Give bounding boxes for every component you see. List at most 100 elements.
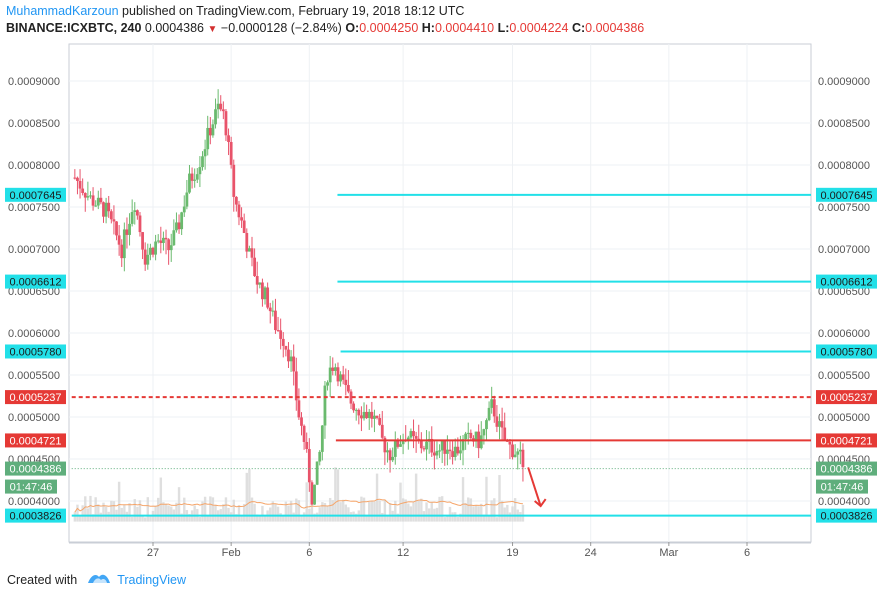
volume-bar <box>394 500 397 522</box>
candle-body <box>274 310 277 331</box>
volume-bar <box>302 512 306 522</box>
close-value: 0.0004386 <box>585 21 645 35</box>
candle-body <box>490 399 494 408</box>
volume-bar <box>519 512 522 522</box>
y-tick-label-left: 0.0007000 <box>8 244 60 256</box>
price-badge-left <box>5 274 66 289</box>
volume-bar <box>459 513 462 522</box>
volume-bar <box>503 507 506 522</box>
y-tick-label-right: 0.0009000 <box>818 76 870 88</box>
candle-body <box>151 247 155 255</box>
price-badge-right-text: 0.0005237 <box>821 392 873 404</box>
candle-body <box>177 222 181 230</box>
volume-bar <box>125 511 129 522</box>
y-tick-label-left: 0.0006000 <box>8 328 60 340</box>
projection-arrow-head[interactable] <box>534 498 547 508</box>
high-label: H: <box>421 21 435 35</box>
candle-body <box>255 276 259 285</box>
volume-bar <box>360 496 363 522</box>
candle-body <box>307 449 311 483</box>
volume-bar <box>141 515 144 522</box>
projection-arrow-shaft[interactable] <box>527 467 542 507</box>
candle-body <box>360 415 363 419</box>
candle-body <box>469 432 473 439</box>
volume-bar <box>248 469 251 522</box>
candle-body <box>300 417 303 426</box>
y-tick-label-left: 0.0004000 <box>8 496 60 508</box>
candle-body <box>459 450 462 454</box>
volume-bar <box>261 505 264 522</box>
volume-bar <box>97 504 100 522</box>
volume-bar <box>362 497 366 522</box>
candle-body <box>219 103 223 110</box>
volume-bar <box>130 516 134 522</box>
candle-body <box>211 124 215 136</box>
volume-bar <box>232 499 235 522</box>
volume-bar <box>315 512 319 522</box>
candle-body <box>175 222 178 231</box>
volume-bar <box>167 505 170 522</box>
candle-body <box>318 451 322 462</box>
y-tick-label-left: 0.0008500 <box>8 118 60 130</box>
candle-body <box>245 232 249 252</box>
candle-body <box>261 282 264 300</box>
volume-bar <box>170 506 173 522</box>
candle-body <box>104 202 108 217</box>
candle-body <box>117 235 121 245</box>
candle-body <box>328 367 332 383</box>
volume-bar <box>112 501 116 522</box>
x-tick-label: 12 <box>397 547 409 559</box>
candle-body <box>195 174 199 180</box>
price-badge-left <box>5 390 66 405</box>
volume-bar <box>154 505 157 522</box>
candle-body <box>412 431 415 437</box>
candle-body <box>247 248 251 252</box>
volume-bar <box>310 501 314 522</box>
volume-bar <box>258 514 262 522</box>
volume-bar <box>269 507 272 522</box>
volume-bar <box>271 501 275 522</box>
symbol-info: BINANCE:ICXBTC, 240 0.0004386 ▼ −0.00001… <box>6 21 644 35</box>
volume-bar <box>375 473 379 522</box>
volume-bar <box>183 497 186 522</box>
volume-bar <box>318 507 321 522</box>
candle-body <box>409 431 413 438</box>
candle-body <box>206 127 210 150</box>
volume-bar <box>399 482 402 522</box>
volume-bar <box>373 501 376 522</box>
candle-body <box>336 367 340 382</box>
candle-body <box>250 248 254 258</box>
x-tick-label: 6 <box>306 547 312 559</box>
candle-body <box>367 411 371 419</box>
volume-bar <box>477 506 480 522</box>
volume-bar <box>287 505 290 522</box>
candle-body <box>435 450 439 456</box>
candle-body <box>315 461 319 485</box>
volume-bar <box>500 500 504 522</box>
author-link[interactable]: MuhammadKarzoun <box>6 4 119 18</box>
volume-bar <box>76 504 79 522</box>
price-badge-left-text: 0.0005237 <box>10 392 62 404</box>
candle-body <box>466 432 470 434</box>
volume-bar <box>412 502 415 522</box>
candle-body <box>401 439 405 445</box>
volume-bar <box>414 473 418 522</box>
volume-bar <box>508 512 512 522</box>
price-badge-left <box>5 344 66 359</box>
candle-body <box>107 202 111 212</box>
candle-body <box>399 444 402 447</box>
candle-body <box>513 454 517 458</box>
candle-body <box>109 211 113 220</box>
volume-bar <box>222 504 225 522</box>
candle-body <box>474 431 478 442</box>
candle-body <box>333 367 337 371</box>
tradingview-logo-icon[interactable] <box>87 571 111 588</box>
candle-body <box>188 173 191 193</box>
candle-body <box>198 167 202 175</box>
volume-bar <box>175 502 178 522</box>
price-badge-left-text: 0.0003826 <box>10 511 62 523</box>
candle-body <box>419 440 423 449</box>
tradingview-link[interactable]: TradingView <box>117 572 186 587</box>
price-badge-left-text: 0.0004386 <box>10 464 62 476</box>
